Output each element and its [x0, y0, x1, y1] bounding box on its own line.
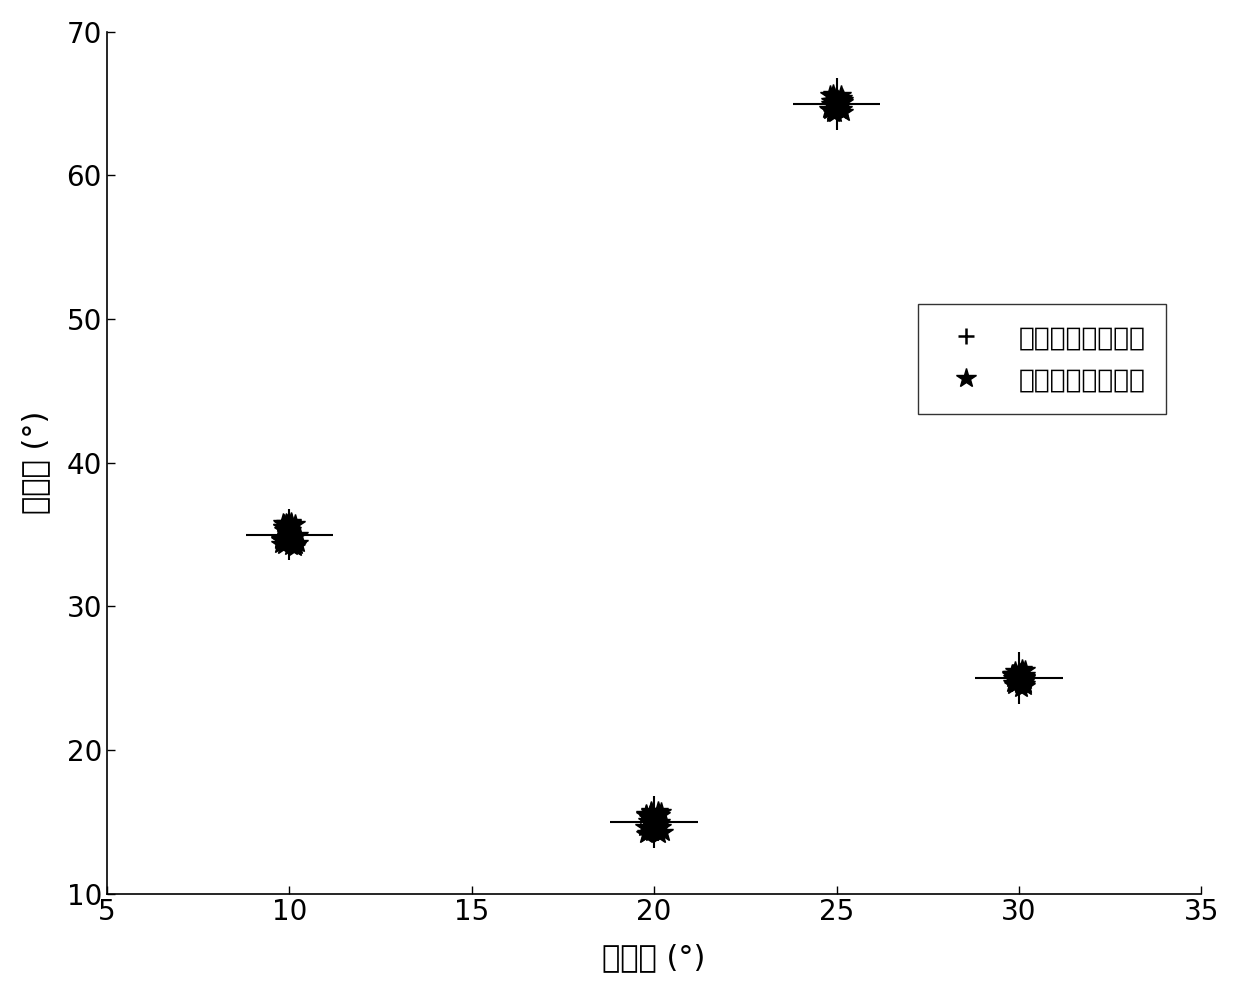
X-axis label: 俰仰角 (°): 俰仰角 (°): [603, 943, 706, 972]
Y-axis label: 方位角 (°): 方位角 (°): [21, 411, 50, 514]
Legend: 两维到达角真实值, 两维到达角估计值: 两维到达角真实值, 两维到达角估计值: [918, 304, 1167, 414]
